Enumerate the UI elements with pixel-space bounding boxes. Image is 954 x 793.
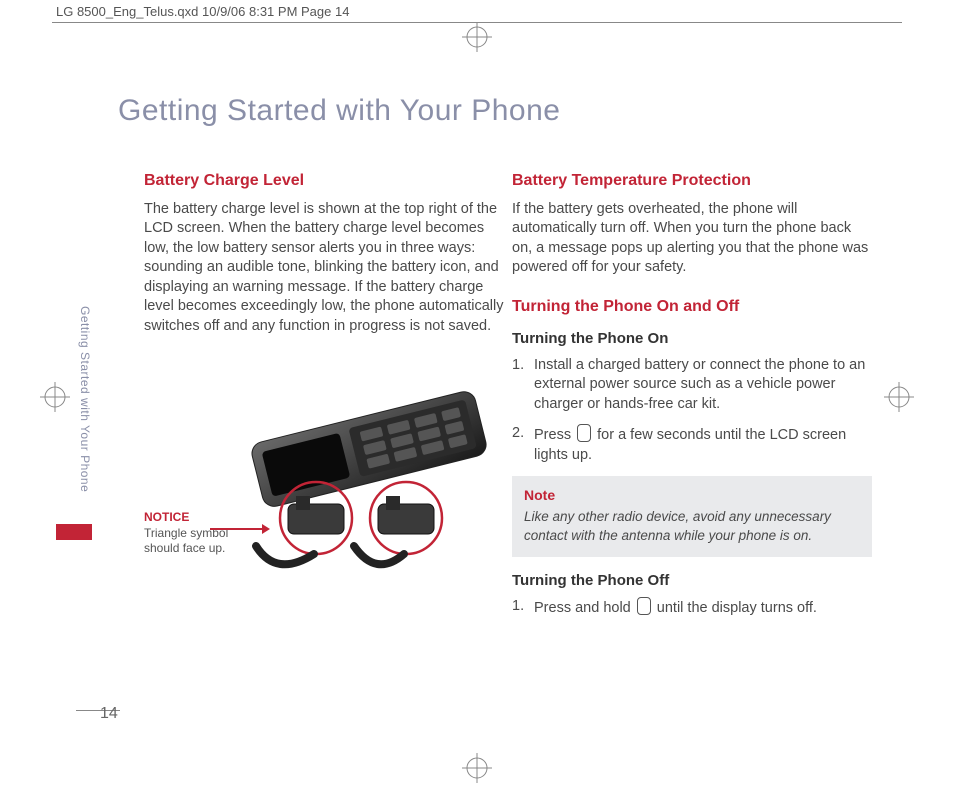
power-off-steps: Press and hold until the display turns o… bbox=[512, 597, 872, 619]
crop-mark-bottom-icon bbox=[462, 753, 492, 783]
page-title: Getting Started with Your Phone bbox=[118, 94, 560, 128]
power-key-icon bbox=[577, 424, 591, 442]
notice-block: NOTICE Triangle symbol should face up. bbox=[144, 510, 254, 557]
para-battery-charge: The battery charge level is shown at the… bbox=[144, 200, 504, 337]
notice-label: NOTICE bbox=[144, 510, 189, 524]
note-text: Like any other radio device, avoid any u… bbox=[524, 508, 860, 544]
subheading-power-off: Turning the Phone Off bbox=[512, 571, 872, 591]
crop-mark-left-icon bbox=[40, 382, 70, 412]
note-box: Note Like any other radio device, avoid … bbox=[512, 476, 872, 557]
crop-mark-top-icon bbox=[462, 22, 492, 52]
off-step-b: until the display turns off. bbox=[653, 600, 817, 616]
side-tab-bar bbox=[56, 524, 92, 540]
power-on-steps: Install a charged battery or connect the… bbox=[512, 356, 872, 466]
note-label: Note bbox=[524, 486, 860, 505]
left-column: Battery Charge Level The battery charge … bbox=[144, 170, 504, 349]
power-key-icon bbox=[637, 597, 651, 615]
power-on-step-2: Press for a few seconds until the LCD sc… bbox=[512, 424, 872, 465]
side-tab: Getting Started with Your Phone bbox=[78, 304, 94, 564]
subheading-power-on: Turning the Phone On bbox=[512, 329, 872, 349]
heading-battery-temp: Battery Temperature Protection bbox=[512, 170, 872, 192]
notice-arrow-line bbox=[210, 528, 264, 530]
side-tab-label: Getting Started with Your Phone bbox=[78, 304, 92, 494]
heading-battery-charge: Battery Charge Level bbox=[144, 170, 504, 192]
para-battery-temp: If the battery gets overheated, the phon… bbox=[512, 200, 872, 278]
phone-figure bbox=[226, 378, 498, 578]
crop-mark-right-icon bbox=[884, 382, 914, 412]
power-on-step-1: Install a charged battery or connect the… bbox=[512, 356, 872, 415]
notice-text: Triangle symbol should face up. bbox=[144, 526, 228, 556]
step2-text-a: Press bbox=[534, 427, 575, 443]
off-step-a: Press and hold bbox=[534, 600, 635, 616]
power-off-step-1: Press and hold until the display turns o… bbox=[512, 597, 872, 619]
print-slug: LG 8500_Eng_Telus.qxd 10/9/06 8:31 PM Pa… bbox=[56, 4, 349, 19]
right-column: Battery Temperature Protection If the ba… bbox=[512, 170, 872, 629]
heading-power: Turning the Phone On and Off bbox=[512, 296, 872, 318]
page-number: 14 bbox=[100, 705, 118, 723]
notice-arrow-head-icon bbox=[262, 524, 270, 534]
